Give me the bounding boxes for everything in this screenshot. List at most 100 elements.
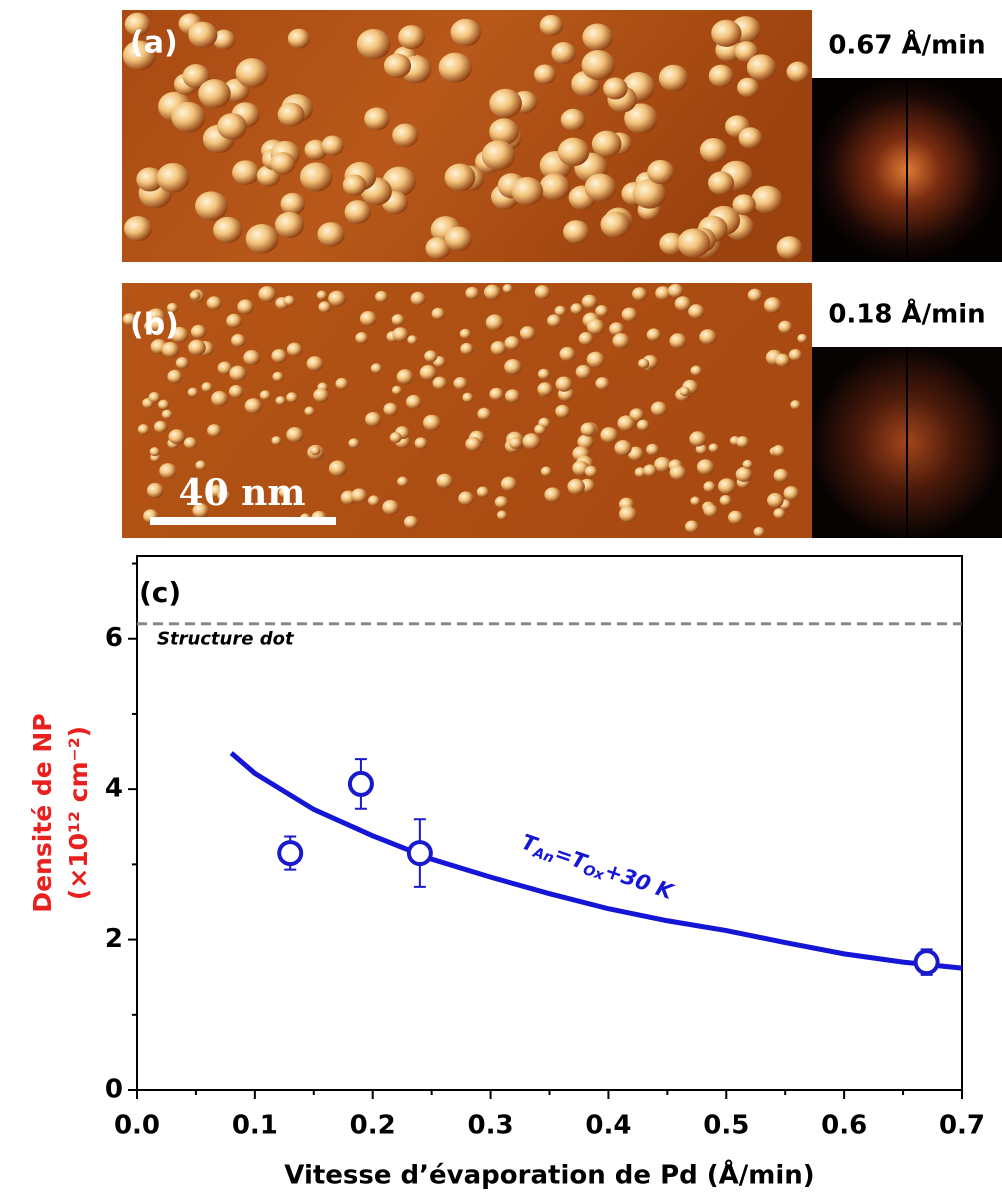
particle [123,216,152,242]
particle [465,436,482,452]
y-tick-label: 2 [105,924,123,954]
particle [444,226,473,252]
particle [422,414,441,431]
particle [753,526,765,537]
particle [788,348,803,361]
particle [557,137,590,167]
particle [182,64,210,89]
particle [231,333,246,348]
particle [772,445,785,457]
particle [669,333,687,349]
stm-images [122,10,1002,538]
particle [477,407,492,421]
particle [392,327,409,342]
particle [707,171,735,195]
particle [212,29,236,50]
annotation-part: An [530,844,556,866]
particle [490,341,507,356]
particle [689,431,707,447]
particle [286,342,303,357]
particle [582,23,613,51]
particle [632,287,648,301]
particle [708,64,734,88]
particle [306,356,324,372]
x-tick-label: 0.4 [585,1111,631,1141]
particle [438,52,472,83]
annotation-part: +30 K [602,858,678,904]
particle [344,200,372,224]
particle [551,42,576,64]
particle [746,54,777,81]
particle [424,350,438,363]
particle [591,130,622,158]
particle [206,296,222,310]
particle [460,342,474,355]
particle [375,290,389,303]
particle [382,499,399,515]
particle [201,382,213,393]
rate-label: 0.67 Å/min [828,29,985,61]
particle [383,402,398,416]
particle [717,478,736,495]
particle [621,307,638,322]
particle [318,301,331,313]
particle [444,163,476,192]
particle [391,314,405,326]
panel-label: (c) [139,576,181,609]
data-point [277,840,304,867]
annotation: TAn=TOx+30 K [517,830,677,908]
particle [156,162,190,193]
particle [410,291,426,306]
particle [432,376,448,390]
particle [537,382,553,397]
particle [547,314,562,328]
particle [764,297,782,314]
particle [149,447,160,457]
particle [158,399,170,410]
particle [226,313,242,328]
data-point [347,770,374,797]
rate-label: 0.18 Å/min [828,298,985,330]
particle [283,295,296,306]
particle [462,392,474,403]
particle [458,491,474,506]
particle [690,365,703,376]
particle [581,294,598,309]
particle [217,361,233,375]
particle [496,510,508,520]
particle [654,456,672,473]
particle [280,192,305,215]
particle [195,191,228,221]
particle [738,127,763,149]
particle [403,515,419,529]
particle [368,495,380,506]
particle [617,415,635,432]
particle [397,476,409,487]
data-point [406,840,433,867]
particle [735,467,753,482]
particle [690,496,701,506]
particle [677,228,711,258]
particle [278,487,291,498]
particle [632,178,666,209]
particle [609,322,625,336]
x-axis-label: Vitesse d’évaporation de Pd (Å/min) [284,1159,814,1191]
particle [555,376,573,392]
particle [211,391,229,407]
particle [778,320,793,334]
particle [171,101,206,133]
particle [328,290,346,307]
particle [647,159,675,185]
particle [728,510,744,525]
particle [489,88,522,119]
particle [554,305,567,317]
particle [559,346,576,362]
particle [189,290,201,301]
particle [213,216,243,244]
particle [511,177,544,206]
particle [321,135,344,156]
particle [595,377,610,390]
particle [161,341,180,358]
particle [708,443,719,453]
particle [776,236,803,260]
